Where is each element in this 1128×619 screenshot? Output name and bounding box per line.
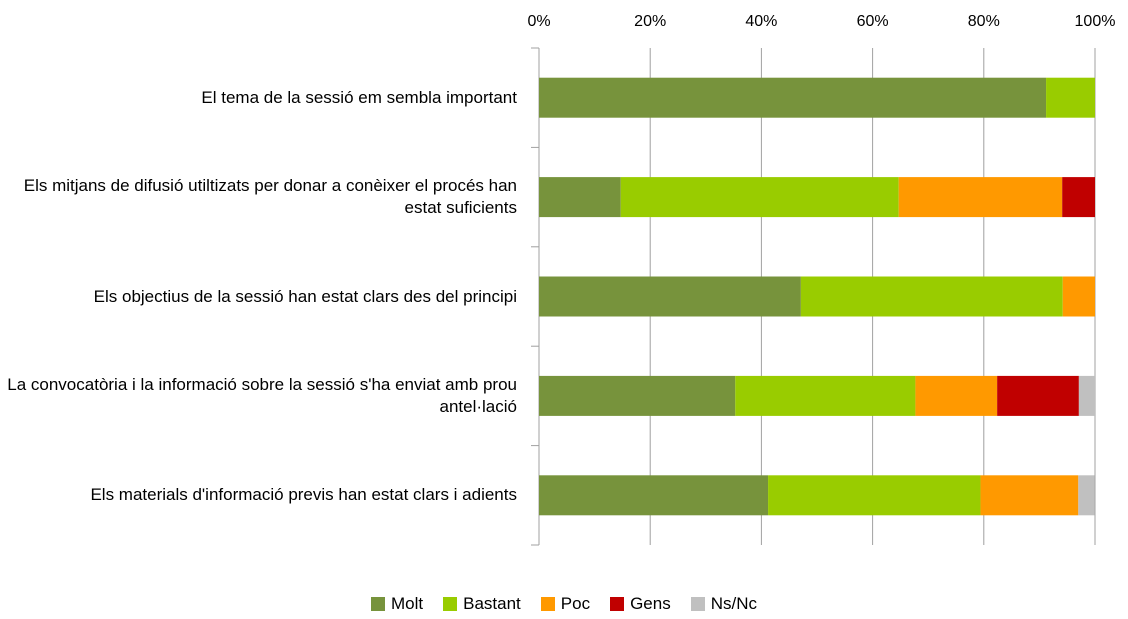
legend-item: Gens	[610, 594, 671, 614]
legend-item: Molt	[371, 594, 423, 614]
bar-segment	[539, 475, 769, 516]
legend-swatch	[540, 597, 555, 611]
bar-segment	[539, 77, 1047, 118]
bar-segment	[539, 177, 621, 218]
category-label: Els mitjans de difusió utiltizats per do…	[23, 176, 517, 218]
bar-segment	[1078, 475, 1095, 516]
category-label: Els objectius de la sessió han estat cla…	[93, 286, 517, 306]
x-tick-label: 80%	[968, 13, 1000, 30]
x-tick-label: 20%	[634, 13, 666, 30]
category-label: Els materials d'informació previs han es…	[90, 485, 517, 505]
legend: Molt Bastant Poc Gens Ns/Nc	[0, 594, 1128, 614]
legend-label: Gens	[630, 594, 671, 613]
bar-segment	[980, 475, 1079, 516]
category-label: La convocatòria i la informació sobre la…	[7, 374, 517, 416]
legend-item: Bastant	[443, 594, 521, 614]
bar-segment	[620, 177, 899, 218]
legend-label: Poc	[560, 594, 591, 613]
category-label: El tema de la sessió em sembla important	[201, 87, 517, 107]
legend-label: Ns/Nc	[710, 594, 757, 613]
legend-swatch	[443, 597, 458, 611]
x-tick-label: 60%	[857, 13, 889, 30]
legend-item: Ns/Nc	[690, 594, 757, 614]
legend-label: Bastant	[463, 594, 521, 613]
legend-swatch	[610, 597, 625, 611]
bar-segment	[915, 375, 998, 416]
x-tick-label: 40%	[745, 13, 777, 30]
legend-swatch	[371, 597, 385, 611]
bar-segment	[800, 276, 1063, 317]
x-tick-label: 100%	[1075, 13, 1116, 30]
bar-segment	[997, 375, 1079, 416]
legend-item: Poc	[540, 594, 591, 614]
bar-segment	[735, 375, 916, 416]
bar-segment	[1078, 375, 1095, 416]
x-tick-label: 0%	[527, 13, 550, 30]
bar-segment	[539, 375, 736, 416]
bar-segment	[539, 276, 801, 317]
bar-segment	[898, 177, 1063, 218]
legend-swatch	[690, 597, 705, 611]
bar-segment	[1062, 276, 1095, 317]
bar-segment	[768, 475, 981, 516]
bar-segment	[1046, 77, 1095, 118]
legend-label: Molt	[391, 594, 424, 613]
bar-segment	[1062, 177, 1095, 218]
